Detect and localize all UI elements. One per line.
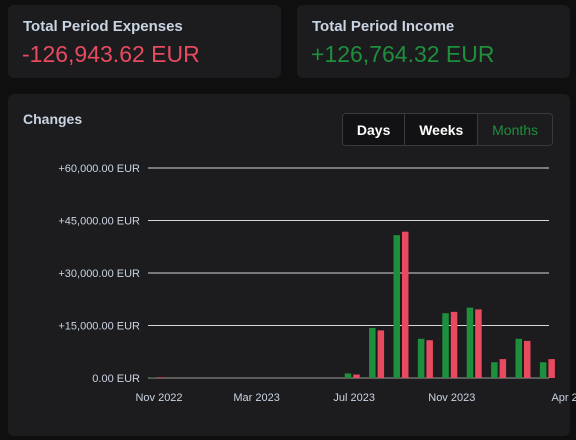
y-tick-label: +15,000.00 EUR bbox=[58, 321, 140, 333]
x-tick-label: Apr 2024 bbox=[551, 392, 576, 404]
period-button-days[interactable]: Days bbox=[343, 114, 406, 145]
bar-income[interactable] bbox=[393, 235, 401, 378]
bar-income[interactable] bbox=[442, 313, 449, 378]
x-tick-label: Mar 2023 bbox=[233, 392, 279, 404]
period-button-months[interactable]: Months bbox=[478, 114, 552, 145]
income-card: Total Period Income +126,764.32 EUR bbox=[297, 5, 570, 78]
bar-income[interactable] bbox=[539, 362, 547, 378]
y-tick-label: 0.00 EUR bbox=[92, 373, 140, 385]
expenses-label: Total Period Expenses bbox=[23, 18, 183, 35]
bar-expense[interactable] bbox=[426, 340, 433, 378]
bar-income[interactable] bbox=[491, 362, 498, 378]
y-tick-label: +45,000.00 EUR bbox=[58, 216, 140, 228]
x-tick-label: Jul 2023 bbox=[333, 392, 375, 404]
income-label: Total Period Income bbox=[312, 18, 455, 35]
bar-expense[interactable] bbox=[524, 340, 531, 378]
bar-income[interactable] bbox=[466, 307, 474, 378]
expenses-value: -126,943.62 EUR bbox=[22, 41, 200, 67]
period-selector: Days Weeks Months bbox=[342, 113, 553, 146]
bar-expense[interactable] bbox=[450, 311, 458, 378]
bar-expense[interactable] bbox=[402, 231, 409, 378]
bar-income[interactable] bbox=[369, 327, 376, 378]
y-tick-label: +30,000.00 EUR bbox=[58, 268, 140, 280]
bar-income[interactable] bbox=[417, 338, 425, 378]
x-tick-label: Nov 2023 bbox=[428, 392, 475, 404]
income-value: +126,764.32 EUR bbox=[311, 41, 495, 67]
bar-expense[interactable] bbox=[475, 309, 482, 378]
bar-expense[interactable] bbox=[548, 359, 555, 378]
bar-income[interactable] bbox=[515, 338, 523, 378]
x-tick-label: Nov 2022 bbox=[135, 392, 182, 404]
bar-expense[interactable] bbox=[499, 359, 507, 378]
bar-expense[interactable] bbox=[353, 374, 360, 379]
bar-expense[interactable] bbox=[158, 377, 165, 378]
changes-chart-card: Changes Days Weeks Months bbox=[8, 94, 570, 436]
bar-expense[interactable] bbox=[377, 330, 385, 378]
chart-title: Changes bbox=[23, 111, 83, 127]
period-button-weeks[interactable]: Weeks bbox=[405, 114, 479, 145]
expenses-card: Total Period Expenses -126,943.62 EUR bbox=[8, 5, 281, 78]
y-tick-label: +60,000.00 EUR bbox=[58, 163, 140, 175]
bar-income[interactable] bbox=[344, 373, 352, 378]
